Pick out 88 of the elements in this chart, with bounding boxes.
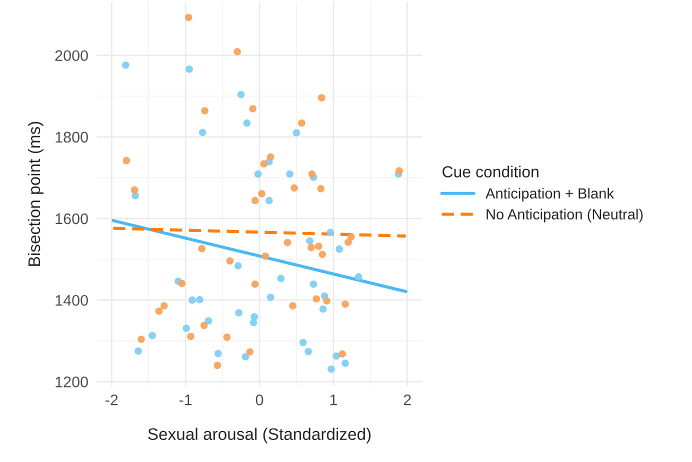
point [312, 295, 320, 303]
point [130, 186, 138, 194]
point [319, 305, 327, 313]
point [314, 242, 322, 250]
point [237, 90, 245, 98]
point [306, 237, 314, 245]
point [344, 238, 352, 246]
point [347, 233, 355, 241]
point [198, 128, 206, 136]
point [178, 280, 186, 288]
point [249, 105, 257, 112]
y-tick-label: 1600 [56, 213, 88, 224]
point [277, 274, 285, 282]
point [234, 262, 242, 270]
point [201, 107, 208, 114]
point [308, 170, 316, 178]
y-tick-label: 1200 [56, 376, 88, 388]
point [318, 250, 326, 258]
point [223, 334, 231, 341]
point [254, 170, 262, 178]
point [196, 296, 204, 304]
point [134, 347, 142, 355]
point [262, 252, 270, 260]
point [188, 296, 196, 304]
y-axis-title: Bisection point (ms) [28, 122, 44, 266]
point [250, 318, 258, 326]
point [260, 160, 268, 168]
point [323, 297, 330, 305]
point [198, 245, 206, 252]
point [354, 273, 362, 281]
point [336, 245, 344, 253]
point [251, 280, 259, 288]
x-tick-label: 2 [404, 394, 411, 406]
point [289, 302, 296, 310]
point [284, 238, 292, 246]
y-tick-label: 1400 [56, 294, 88, 306]
x-tick-label: -2 [106, 394, 118, 406]
point [200, 322, 208, 330]
legend-label: No Anticipation (Neutral) [486, 208, 643, 222]
point [310, 280, 318, 288]
point [243, 119, 251, 127]
x-tick-label: -1 [179, 394, 192, 406]
point [214, 362, 222, 370]
point [235, 309, 242, 316]
point [342, 360, 349, 368]
point [214, 350, 222, 358]
point [266, 153, 274, 161]
point [234, 48, 241, 56]
point [292, 129, 300, 137]
point [328, 365, 335, 373]
point [122, 61, 130, 69]
legend-label: Anticipation + Blank [486, 188, 614, 202]
point [338, 350, 346, 358]
point [299, 338, 307, 346]
x-axis-title: Sexual arousal (Standardized) [148, 428, 371, 444]
point [204, 317, 212, 325]
point [332, 352, 340, 360]
point [186, 66, 193, 73]
point [184, 14, 192, 22]
point [258, 190, 266, 198]
point [290, 184, 298, 192]
point [396, 167, 403, 174]
point [298, 119, 306, 127]
point [317, 185, 325, 192]
point [265, 196, 273, 204]
point [304, 348, 312, 356]
point [148, 332, 156, 340]
point [286, 170, 294, 178]
point [326, 228, 334, 236]
point [122, 156, 130, 164]
point [160, 302, 168, 310]
point [226, 257, 234, 265]
point [242, 353, 250, 360]
x-tick-label: 1 [330, 394, 337, 406]
point [266, 294, 274, 301]
point [138, 336, 145, 343]
point [308, 244, 315, 252]
x-tick-label: 0 [256, 394, 264, 406]
point [342, 300, 349, 308]
y-tick-label: 1800 [56, 132, 88, 143]
point [246, 348, 254, 356]
legend-title: Cue condition [442, 166, 538, 178]
point [155, 307, 163, 315]
point [182, 324, 190, 332]
point [251, 196, 259, 204]
y-tick-label: 2000 [55, 50, 88, 62]
point [318, 94, 326, 102]
point [187, 332, 194, 340]
